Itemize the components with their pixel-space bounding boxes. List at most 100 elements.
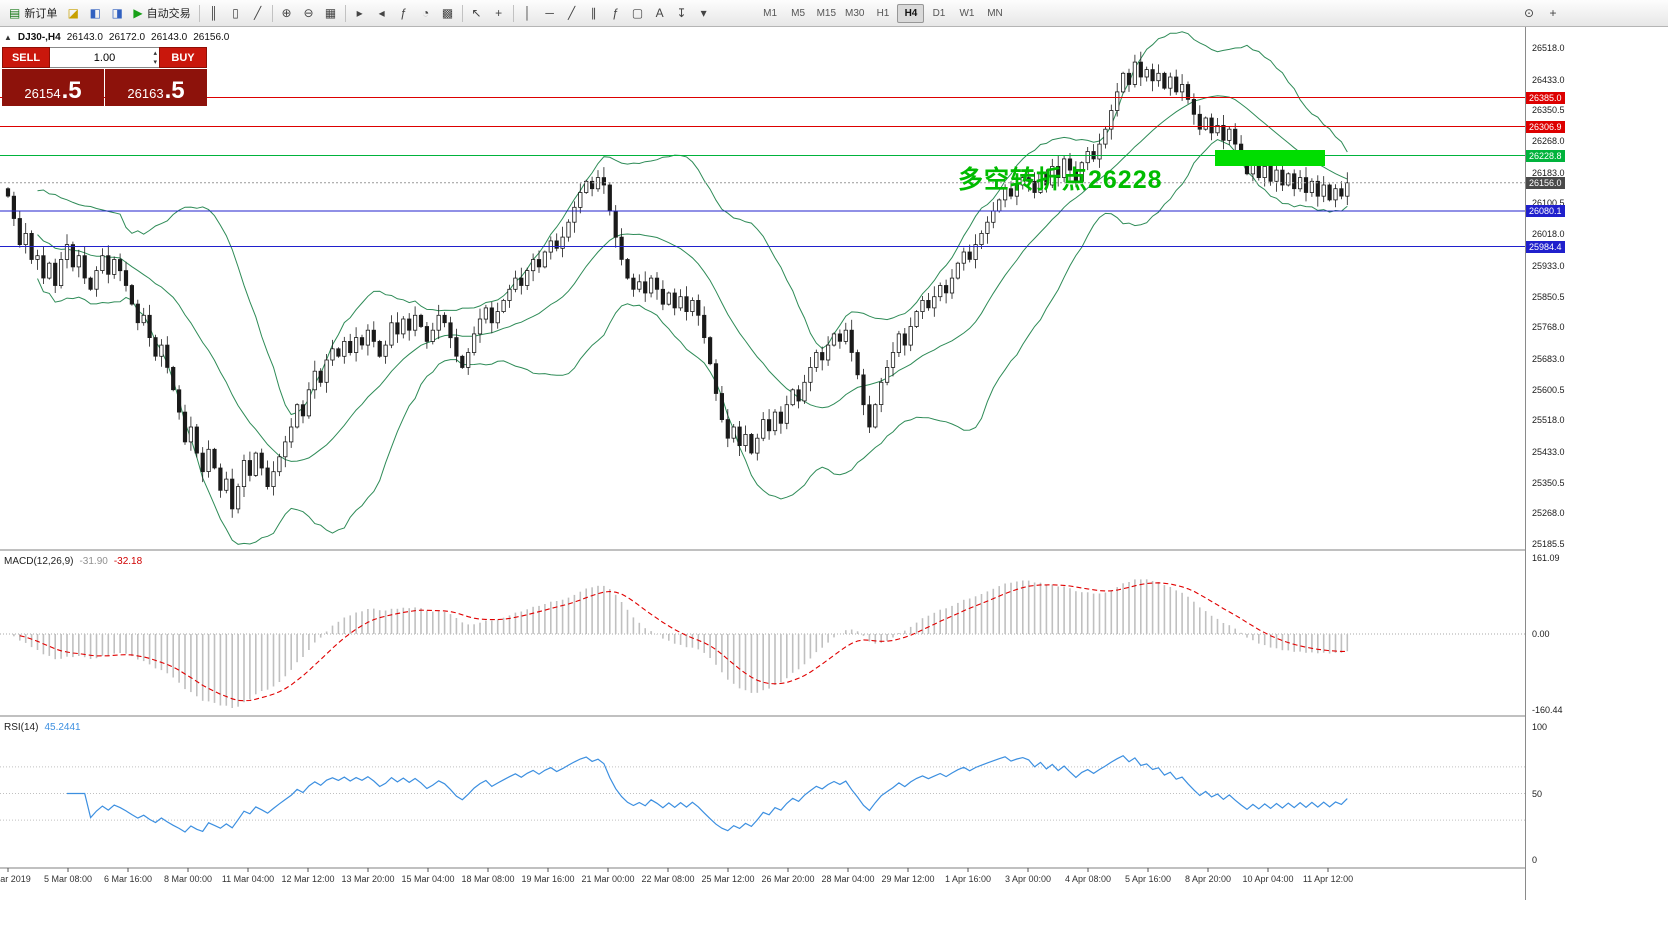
trendline-button[interactable]: ╱ bbox=[561, 3, 583, 24]
timeframe-h4-button[interactable]: H4 bbox=[897, 3, 925, 23]
shapes-button[interactable]: ▢ bbox=[627, 3, 649, 24]
chart-annotation-text[interactable]: 多空转折点26228 bbox=[958, 166, 1163, 194]
autotrading-label: 自动交易 bbox=[146, 8, 191, 20]
periods-button[interactable]: ◔ bbox=[415, 3, 437, 24]
rsi-value: 45.2441 bbox=[44, 722, 81, 733]
time-axis-label: 21 Mar 00:00 bbox=[581, 874, 635, 884]
price-level-tag: 26228.8 bbox=[1526, 149, 1565, 162]
timeframe-m1-button[interactable]: M1 bbox=[763, 7, 778, 19]
toolbar-divider bbox=[271, 4, 273, 22]
vertical-line-button[interactable]: │ bbox=[517, 3, 539, 24]
volume-spinner[interactable]: ▴ ▾ bbox=[50, 47, 159, 68]
crosshair-icon: + bbox=[495, 6, 503, 20]
time-axis-label: 5 Apr 16:00 bbox=[1124, 874, 1172, 884]
templates-button[interactable]: ▩ bbox=[437, 3, 459, 24]
rsi-title: RSI(14) bbox=[4, 722, 39, 733]
time-axis-label: 8 Mar 00:00 bbox=[163, 874, 213, 884]
autotrading-button[interactable]: ▶ 自动交易 bbox=[128, 3, 195, 24]
timeframe-m5-button[interactable]: M5 bbox=[791, 7, 806, 19]
chart-area[interactable]: ▲ DJ30-,H4 26143.0 26172.0 26143.0 26156… bbox=[0, 27, 1668, 949]
sell-button[interactable]: SELL bbox=[2, 47, 50, 68]
indicators-button[interactable]: ƒ bbox=[393, 3, 415, 24]
equidistant-channel-button[interactable]: ∥ bbox=[583, 3, 605, 24]
time-axis-label: 12 Mar 12:00 bbox=[281, 874, 335, 884]
zoom-out-icon: ⊖ bbox=[303, 6, 314, 20]
object-list-button[interactable]: ▾ bbox=[693, 3, 715, 24]
new-order-button[interactable]: ▤ 新订单 bbox=[4, 3, 62, 24]
symbol-ohlc-header: ▲ DJ30-,H4 26143.0 26172.0 26143.0 26156… bbox=[4, 32, 229, 43]
timeframe-h1-button[interactable]: H1 bbox=[876, 7, 890, 19]
price-axis-tick: 26018.0 bbox=[1532, 229, 1565, 240]
buy-price-display[interactable]: 26163 .5 bbox=[105, 69, 207, 106]
price-axis-tick: 26100.5 bbox=[1532, 198, 1565, 209]
new-order-icon: ▤ bbox=[9, 6, 21, 20]
time-axis-label: 4 Apr 08:00 bbox=[1064, 874, 1112, 884]
horizontal-line-icon: ─ bbox=[545, 6, 554, 20]
toolbar-divider bbox=[344, 4, 346, 22]
vertical-line-icon: │ bbox=[523, 6, 532, 20]
time-axis-label: 18 Mar 08:00 bbox=[461, 874, 515, 884]
volume-down-button[interactable]: ▾ bbox=[153, 59, 157, 66]
timeframe-m15-button[interactable]: M15 bbox=[816, 7, 837, 19]
zoom-in-button[interactable]: ⊕ bbox=[276, 3, 298, 24]
chart-shift-button[interactable]: ◂ bbox=[371, 3, 393, 24]
price-axis-tick: 26183.0 bbox=[1532, 167, 1565, 178]
auto-scroll-button[interactable]: ▸ bbox=[349, 3, 371, 24]
trade-panel-price-row: 26154 .5 26163 .5 bbox=[2, 69, 207, 106]
price-axis-tick: 25185.5 bbox=[1532, 539, 1565, 550]
highlight-rectangle-object[interactable] bbox=[1215, 150, 1325, 166]
price-level-tag: 26385.0 bbox=[1526, 91, 1565, 104]
macd-header: MACD(12,26,9) -31.90 -32.18 bbox=[4, 556, 142, 567]
time-axis-label: 28 Mar 04:00 bbox=[821, 874, 875, 884]
price-axis[interactable]: 26518.0 26433.0 26350.5 26268.0 26183.0 26100… bbox=[1525, 27, 1668, 900]
market-watch-button[interactable]: ◧ bbox=[84, 3, 106, 24]
line-chart-button[interactable]: ╱ bbox=[247, 3, 269, 24]
buy-button[interactable]: BUY bbox=[159, 47, 207, 68]
macd-axis-tick: 0.00 bbox=[1532, 629, 1550, 639]
timeframe-m30-button[interactable]: M30 bbox=[845, 7, 865, 19]
crosshair-button[interactable]: + bbox=[488, 3, 510, 24]
time-axis[interactable]: 4 Mar 2019 5 Mar 08:00 6 Mar 16:00 8 Mar 00… bbox=[0, 869, 1525, 900]
price-chart-canvas[interactable] bbox=[0, 27, 1525, 900]
symbol-label: DJ30-,H4 bbox=[17, 32, 61, 43]
zoom-out-button[interactable]: ⊖ bbox=[298, 3, 320, 24]
cursor-button[interactable]: ↖ bbox=[466, 3, 488, 24]
price-level-tag: 26306.9 bbox=[1526, 120, 1565, 133]
timeframe-w1-button[interactable]: W1 bbox=[959, 7, 975, 19]
object-list-icon: ▾ bbox=[700, 6, 707, 20]
line-chart-icon: ╱ bbox=[253, 6, 262, 20]
sell-price-display[interactable]: 26154 .5 bbox=[2, 69, 104, 106]
time-axis-label: 26 Mar 20:00 bbox=[761, 874, 815, 884]
horizontal-line-button[interactable]: ─ bbox=[539, 3, 561, 24]
ohlc-close: 26156.0 bbox=[193, 32, 230, 43]
volume-input[interactable] bbox=[73, 51, 136, 64]
fibonacci-button[interactable]: ƒ bbox=[605, 3, 627, 24]
arrow-objects-button[interactable]: ↧ bbox=[671, 3, 693, 24]
rsi-axis-tick: 0 bbox=[1532, 855, 1538, 865]
chart-profiles-button[interactable]: ◪ bbox=[62, 3, 84, 24]
search-button[interactable]: ⊙ bbox=[1518, 3, 1540, 24]
timeframe-mn-button[interactable]: MN bbox=[987, 7, 1003, 19]
data-window-button[interactable]: ◨ bbox=[106, 3, 128, 24]
toolbar-left-group: ▤ 新订单 ◪ ◧ ◨ ▶ 自动交易 ║ ▯ ╱ ⊕ ⊖ ▦ ▸ ◂ ƒ ◔ ▩ ↖ + │ ─ ╱ ∥ ƒ ▢ A ↧ ▾ bbox=[4, 3, 715, 24]
time-axis-label: 19 Mar 16:00 bbox=[521, 874, 575, 884]
rsi-axis-tick: 100 bbox=[1532, 722, 1548, 732]
tile-windows-button[interactable]: ▦ bbox=[320, 3, 342, 24]
time-axis-label: 22 Mar 08:00 bbox=[641, 874, 695, 884]
equidistant-channel-icon: ∥ bbox=[590, 6, 597, 20]
rsi-axis-tick: 50 bbox=[1532, 788, 1543, 799]
price-axis-tick: 26350.5 bbox=[1532, 105, 1565, 116]
ohlc-high: 26172.0 bbox=[108, 32, 146, 43]
timeframe-d1-button[interactable]: D1 bbox=[932, 7, 946, 19]
chart-profiles-icon: ◪ bbox=[67, 6, 80, 20]
time-axis-label: 11 Mar 04:00 bbox=[221, 874, 275, 884]
volume-up-button[interactable]: ▴ bbox=[153, 50, 157, 57]
new-chart-button[interactable]: + bbox=[1542, 3, 1564, 24]
text-label-button[interactable]: A bbox=[649, 3, 671, 24]
candlestick-chart-button[interactable]: ▯ bbox=[225, 3, 247, 24]
shapes-icon: ▢ bbox=[631, 6, 644, 20]
fibonacci-icon: ƒ bbox=[612, 6, 619, 20]
bar-chart-button[interactable]: ║ bbox=[203, 3, 225, 24]
macd-title: MACD(12,26,9) bbox=[4, 556, 74, 567]
price-axis-tick: 25683.0 bbox=[1532, 353, 1565, 364]
